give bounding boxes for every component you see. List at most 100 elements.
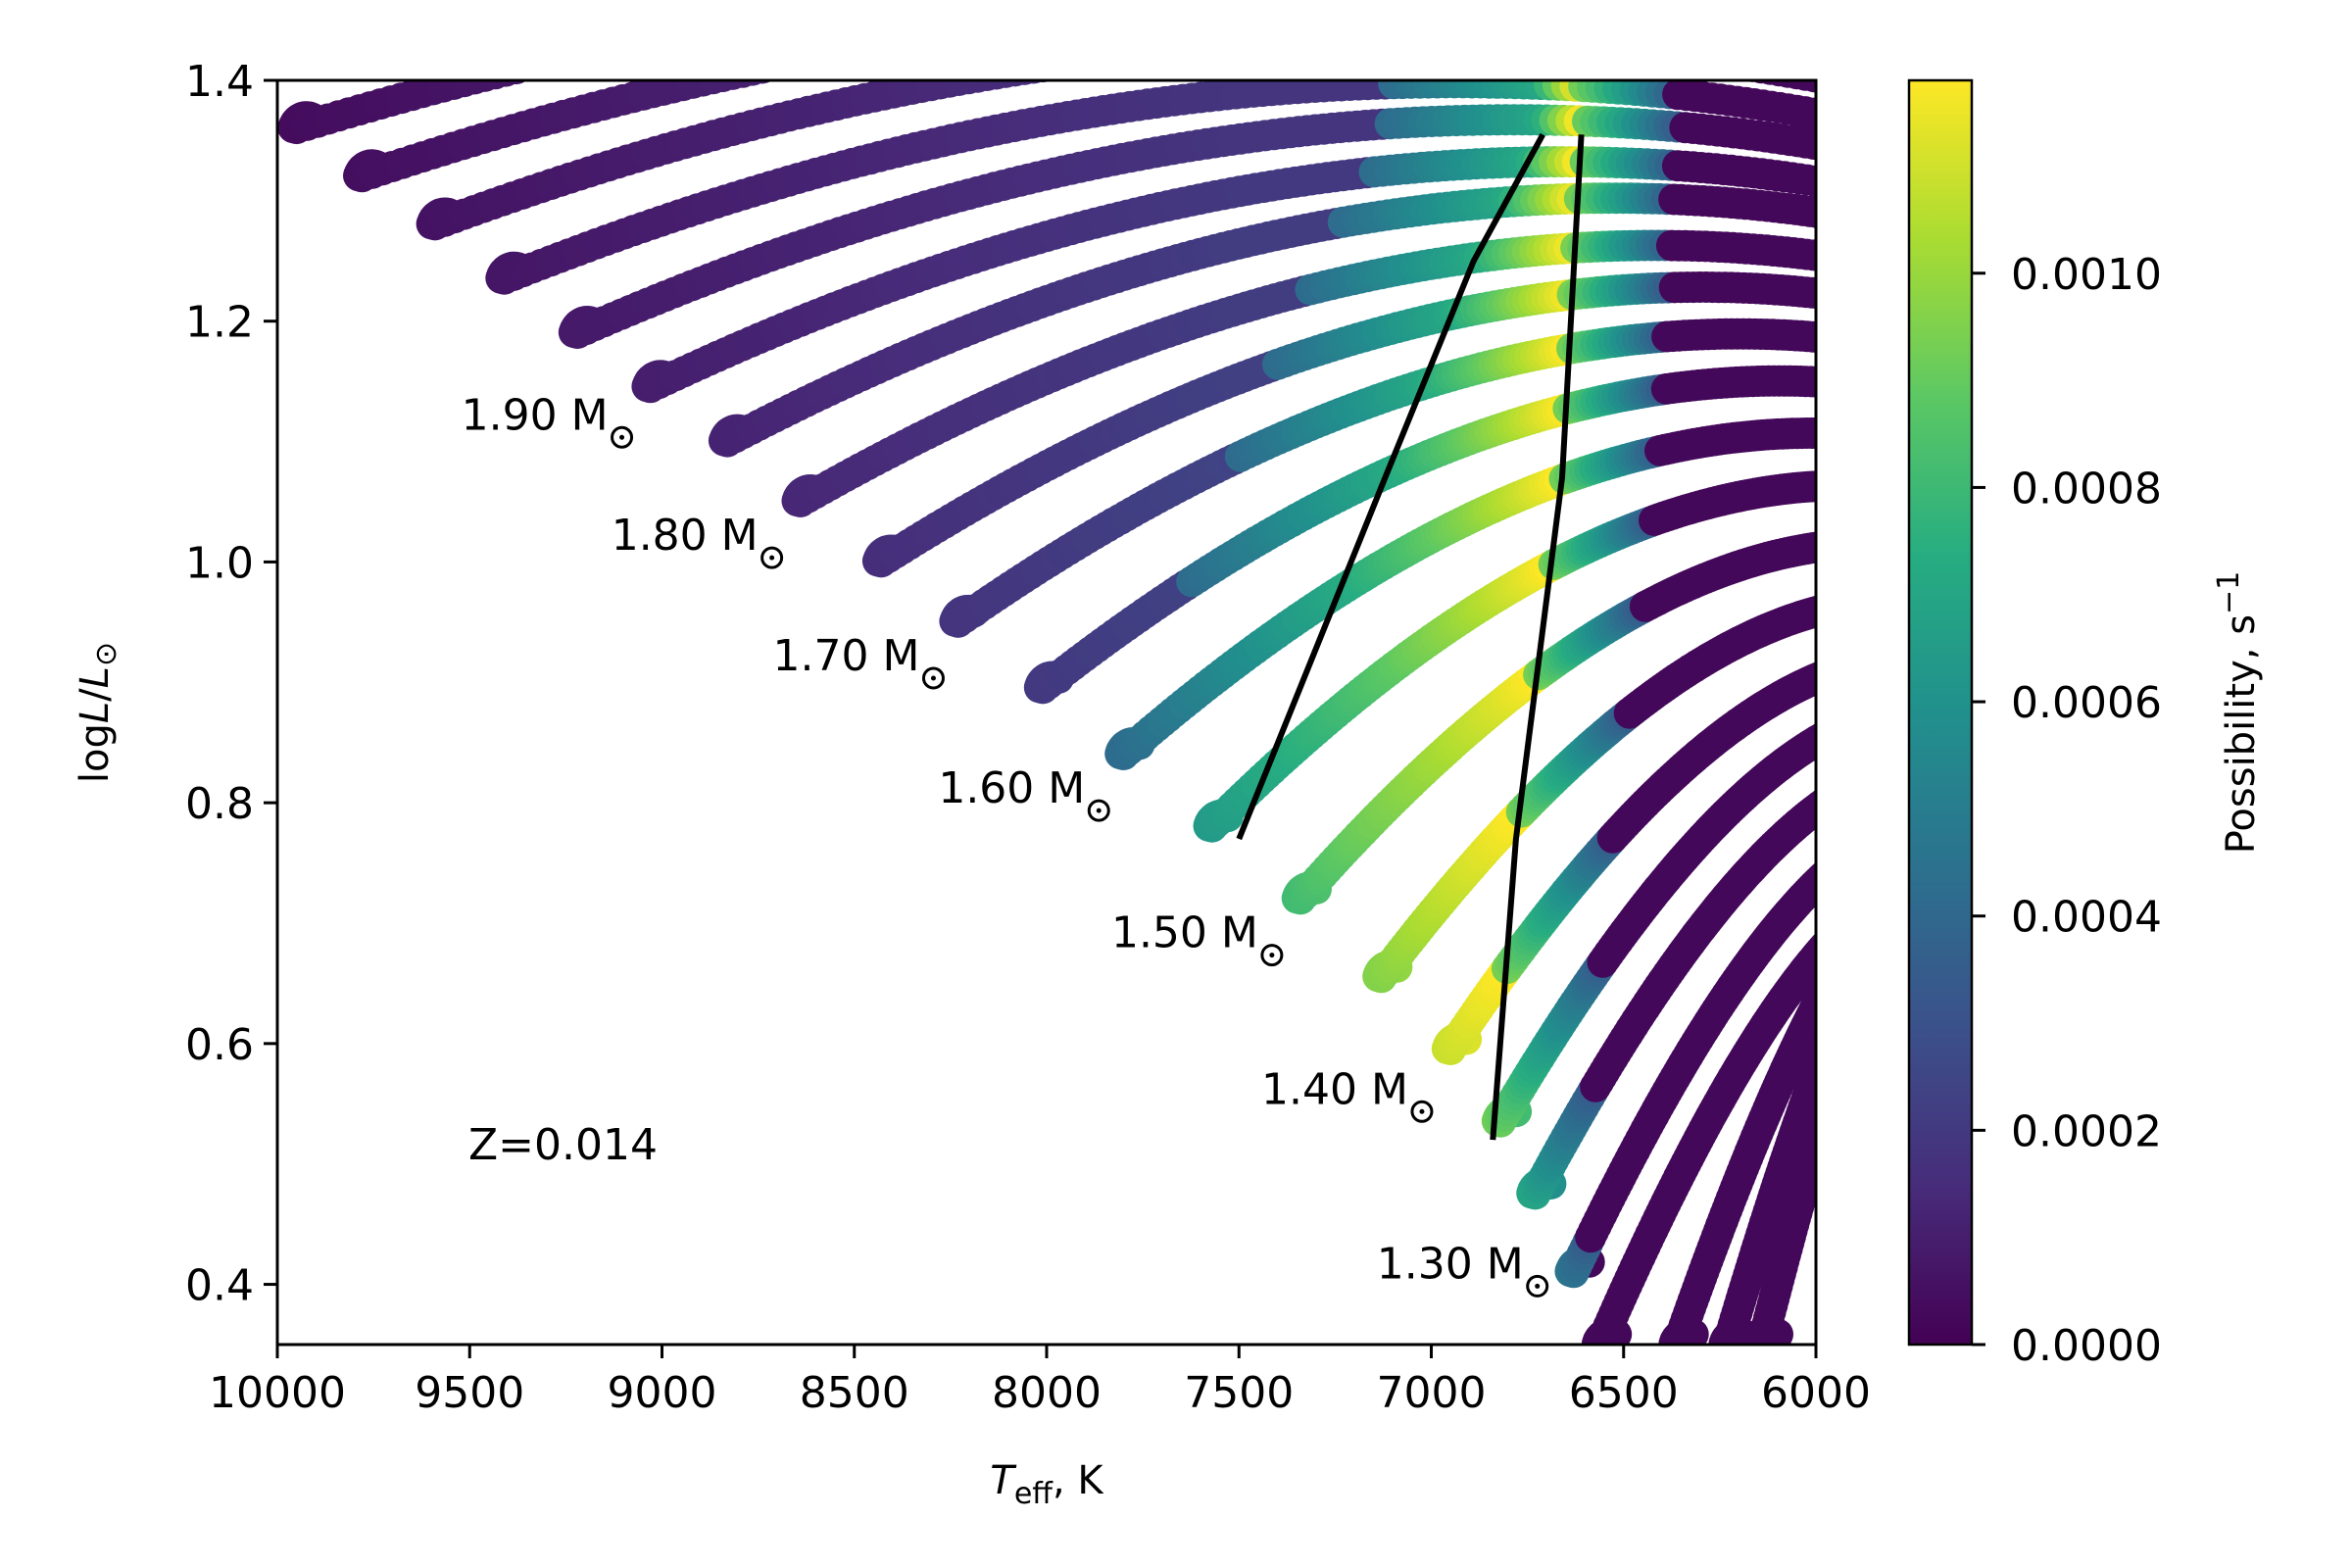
metallicity-annotation: Z=0.014 bbox=[468, 1120, 658, 1170]
track-point bbox=[1157, 35, 1189, 67]
x-tick-label: 7000 bbox=[1377, 1368, 1487, 1418]
track-point bbox=[1055, 47, 1087, 78]
track bbox=[558, 104, 1816, 349]
track-point bbox=[1815, 427, 1816, 439]
track-point bbox=[1823, 102, 1854, 133]
sun-symbol-dot bbox=[1269, 953, 1275, 958]
track-point bbox=[1805, 130, 1816, 161]
track-point bbox=[1817, 853, 1848, 884]
track bbox=[1742, 1032, 1861, 1345]
track-point bbox=[1826, 945, 1857, 976]
track-point bbox=[1817, 530, 1848, 562]
track-point bbox=[1048, 80, 1057, 81]
track-point bbox=[1035, 80, 1052, 83]
track-point bbox=[1612, 35, 1643, 67]
sun-symbol-icon bbox=[611, 425, 634, 449]
colorbar-tick-label: 0.0008 bbox=[2011, 464, 2162, 514]
track-point bbox=[1827, 942, 1858, 973]
track-point bbox=[1825, 418, 1856, 450]
track-point bbox=[1802, 321, 1816, 353]
track bbox=[1431, 654, 1856, 1065]
track-point bbox=[1830, 171, 1861, 202]
y-axis-title: logL/L⊙ bbox=[73, 642, 123, 783]
track-point bbox=[1130, 38, 1161, 70]
track-point bbox=[1820, 1005, 1851, 1037]
track-point bbox=[1093, 42, 1124, 74]
track-point bbox=[1823, 1054, 1854, 1086]
track-point bbox=[1692, 44, 1724, 75]
track-point bbox=[1814, 331, 1816, 346]
track bbox=[1281, 528, 1859, 915]
track-point bbox=[786, 45, 817, 76]
track-point bbox=[1830, 1032, 1861, 1063]
track-point bbox=[1822, 952, 1853, 983]
sun-symbol-dot bbox=[619, 434, 625, 440]
track-point bbox=[1819, 656, 1850, 687]
track-point bbox=[1825, 994, 1856, 1025]
colorbar-title: Possibility, s−1 bbox=[2212, 571, 2264, 855]
track bbox=[708, 182, 1854, 458]
track-point bbox=[1828, 281, 1859, 313]
track-point bbox=[1814, 863, 1816, 877]
track-point bbox=[1820, 417, 1851, 449]
track-point bbox=[806, 41, 837, 73]
track-point bbox=[1822, 368, 1853, 399]
track-point bbox=[1813, 477, 1816, 494]
y-axis-ticks: 0.4 0.6 0.8 1.0 1.2 1.4 bbox=[185, 57, 277, 1311]
track-point bbox=[1824, 529, 1855, 561]
track-point bbox=[1829, 590, 1860, 621]
track-point bbox=[1806, 168, 1816, 197]
track-point bbox=[1816, 960, 1847, 992]
track-point bbox=[1815, 1088, 1816, 1101]
track bbox=[939, 318, 1816, 638]
track-point bbox=[1827, 775, 1858, 807]
mass-label-text: 1.30 M bbox=[1377, 1239, 1524, 1289]
track-point bbox=[1813, 1091, 1816, 1108]
track-point bbox=[1817, 1013, 1848, 1045]
track-point bbox=[1821, 917, 1852, 949]
track-point bbox=[1639, 38, 1670, 70]
track-point bbox=[542, 43, 573, 74]
track-point bbox=[1824, 949, 1855, 980]
track-point bbox=[1825, 654, 1856, 685]
track-point bbox=[1822, 1002, 1853, 1033]
colorbar-tick-label: 0.0004 bbox=[2011, 893, 2162, 943]
y-tick-label: 1.2 bbox=[185, 298, 254, 348]
sun-symbol-icon bbox=[1526, 1274, 1549, 1298]
track bbox=[861, 271, 1859, 578]
track-point bbox=[1740, 80, 1748, 81]
track bbox=[781, 229, 1816, 517]
track bbox=[631, 146, 1861, 404]
instability-strip-edges bbox=[1236, 132, 1585, 1141]
track-point bbox=[1828, 528, 1859, 560]
track-point bbox=[1817, 782, 1848, 813]
track-point bbox=[1812, 663, 1816, 683]
track-point bbox=[1828, 911, 1859, 943]
track-point bbox=[835, 35, 866, 67]
track-point bbox=[1816, 368, 1847, 399]
x-tick-label: 8500 bbox=[800, 1368, 909, 1418]
track-point bbox=[1823, 200, 1854, 231]
track bbox=[485, 80, 1854, 295]
track-point bbox=[1808, 200, 1816, 227]
track-point bbox=[1822, 591, 1853, 622]
x-tick-label: 10000 bbox=[209, 1368, 346, 1418]
track-point bbox=[825, 37, 857, 69]
track-point bbox=[1829, 42, 1860, 74]
sun-symbol-icon bbox=[1087, 799, 1110, 822]
track-point bbox=[1684, 43, 1715, 74]
track-point bbox=[1827, 368, 1858, 399]
track-point bbox=[1814, 175, 1816, 191]
red-edge-line bbox=[1490, 134, 1585, 1141]
track-point bbox=[1815, 603, 1816, 613]
track-point bbox=[1814, 727, 1816, 739]
track bbox=[1581, 911, 1859, 1345]
track-point bbox=[1818, 1069, 1849, 1101]
x-tick-label: 6000 bbox=[1761, 1368, 1871, 1418]
x-tick-label: 7500 bbox=[1184, 1368, 1294, 1418]
track-point bbox=[1818, 957, 1849, 989]
track bbox=[1193, 470, 1816, 843]
mass-label: 1.50 M bbox=[1111, 908, 1284, 967]
mass-label-text: 1.80 M bbox=[612, 511, 759, 561]
sun-symbol-dot bbox=[1096, 808, 1102, 813]
